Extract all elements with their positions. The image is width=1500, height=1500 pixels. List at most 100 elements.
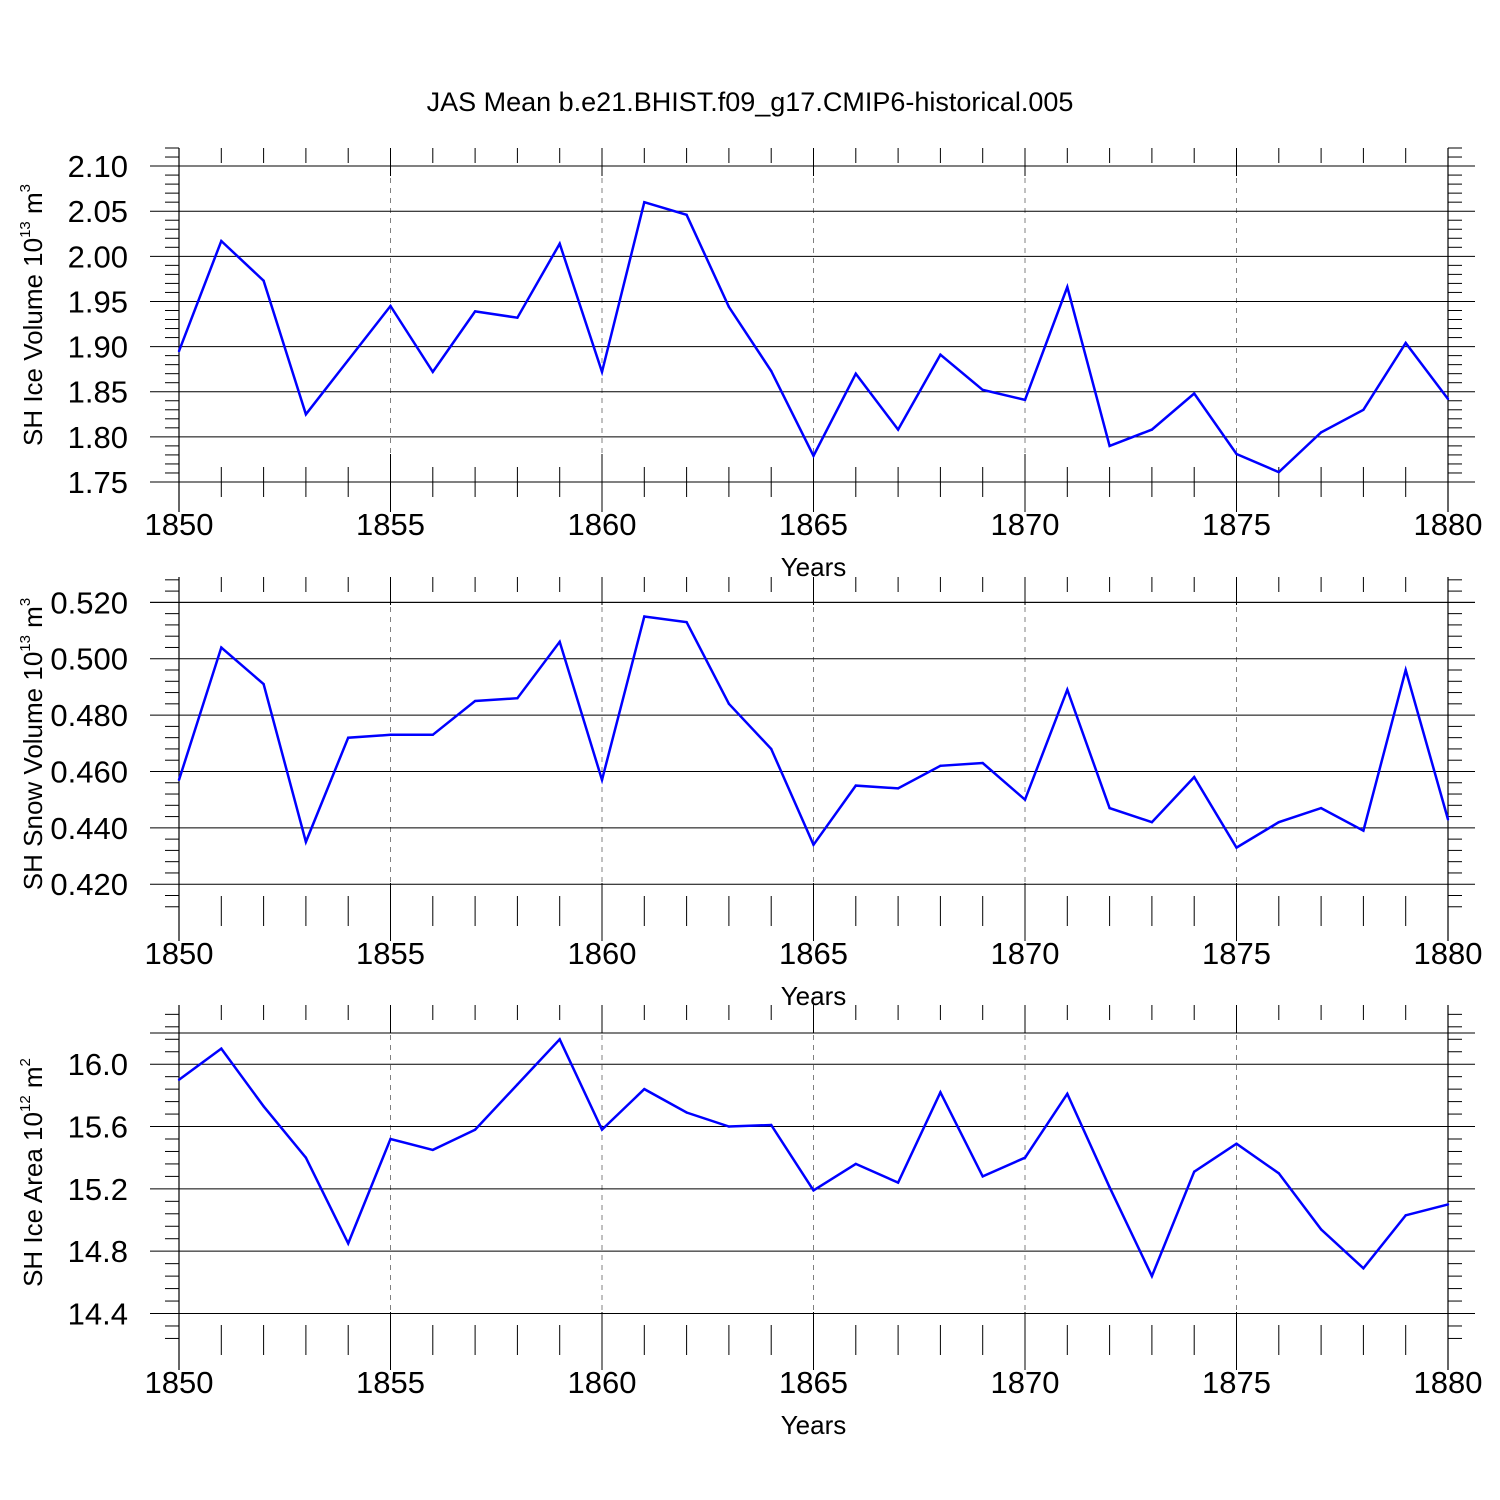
x-tick-label: 1850 [145,936,214,971]
x-tick-label: 1875 [1202,936,1271,971]
data-point [431,1148,434,1152]
y-tick-label: 0.500 [50,642,128,677]
data-point [1066,688,1069,691]
data-point [1277,1172,1281,1175]
panel-ice-area: 14.4 14.8 15.2 15.6 16.0 1850 1855 1860 1865 1870… [17,1005,1482,1440]
data-point [473,1128,477,1131]
data-point [1277,821,1281,824]
data-point [177,1078,181,1081]
data-point [1150,428,1154,431]
data-point [347,736,350,739]
data-point [1193,775,1196,779]
data-point [643,200,646,204]
data-point [1446,1203,1450,1206]
data-point [1319,806,1323,810]
data-point [558,1038,561,1041]
data-point [1066,285,1069,289]
data-point [304,1156,308,1159]
data-point [1023,1156,1027,1159]
data-point [1108,1186,1111,1189]
data-point [981,1175,984,1178]
data-point [1362,408,1365,411]
data-point [1404,1214,1407,1217]
y-tick-label: 15.2 [68,1172,128,1207]
y-tick-label: 2.10 [68,149,128,184]
data-point [262,1105,265,1108]
data-point [1319,1228,1323,1231]
data-point [643,615,646,618]
data-point [770,747,773,751]
data-point [770,1123,773,1127]
x-tick-label: 1880 [1414,507,1483,542]
y-tick-label: 0.520 [50,585,128,620]
data-point [389,304,392,308]
data-point [939,353,942,356]
data-point [220,646,223,649]
data-point [177,349,181,353]
data-point [896,787,900,790]
x-tick-label: 1870 [991,507,1060,542]
x-tick-label: 1880 [1414,936,1483,971]
x-axis-label: Years [781,1410,847,1440]
data-point [1023,398,1027,402]
data-point [1446,818,1450,821]
y-tick-label: 16.0 [68,1047,128,1082]
data-point [516,696,519,700]
x-tick-label: 1875 [1202,1365,1271,1400]
y-tick-label: 1.90 [68,330,128,365]
data-point [516,1083,519,1086]
data-point [1362,829,1365,832]
data-point [1193,392,1196,395]
x-tick-label: 1880 [1414,1365,1483,1400]
y-tick-label: 2.00 [68,239,128,274]
y-tick-label: 14.8 [68,1234,128,1269]
x-tick-label: 1855 [356,507,425,542]
y-tick-label: 0.480 [50,698,128,733]
data-point [981,388,984,392]
data-point [727,305,731,309]
y-axis-label: SH Ice Area 1012 m2 [17,1058,48,1287]
data-point [812,454,815,458]
data-point [1108,444,1111,448]
data-point [262,682,265,686]
data-point [939,764,942,768]
data-point [1446,397,1450,401]
data-point [389,733,392,737]
data-point [304,840,308,844]
data-point [685,1111,688,1114]
data-point [177,778,181,782]
data-point [685,213,688,216]
y-tick-label: 15.6 [68,1110,128,1145]
chart-panels: 1.75 1.80 1.85 1.90 1.95 2.00 2.05 2.10 1850 1855… [17,147,1483,1440]
data-point [220,239,223,243]
data-point [1235,1142,1238,1145]
x-tick-label: 1860 [568,936,637,971]
data-point [431,733,434,737]
data-point [1319,431,1323,434]
data-point [643,1087,646,1091]
data-point [1023,798,1027,801]
x-tick-label: 1860 [568,507,637,542]
x-tick-label: 1855 [356,936,425,971]
data-point [262,279,265,282]
data-point [854,784,857,787]
x-tick-label: 1870 [991,936,1060,971]
x-tick-label: 1865 [779,1365,848,1400]
data-point [473,699,477,703]
data-point [812,843,815,846]
data-point [389,1137,392,1141]
y-tick-label: 1.80 [68,420,128,455]
data-point [1404,341,1407,345]
y-tick-label: 14.4 [68,1297,128,1332]
data-point [558,640,561,644]
data-point [1108,806,1111,810]
panel-snow-volume: 0.420 0.440 0.460 0.480 0.500 0.520 1850 1855 18… [17,577,1482,1011]
data-point [812,1189,815,1192]
data-point [473,310,477,313]
panel-ice-volume: 1.75 1.80 1.85 1.90 1.95 2.00 2.05 2.10 1850 1855… [17,147,1483,582]
x-tick-label: 1875 [1202,507,1271,542]
x-tick-label: 1850 [145,507,214,542]
x-tick-label: 1870 [991,1365,1060,1400]
data-point [304,413,308,416]
